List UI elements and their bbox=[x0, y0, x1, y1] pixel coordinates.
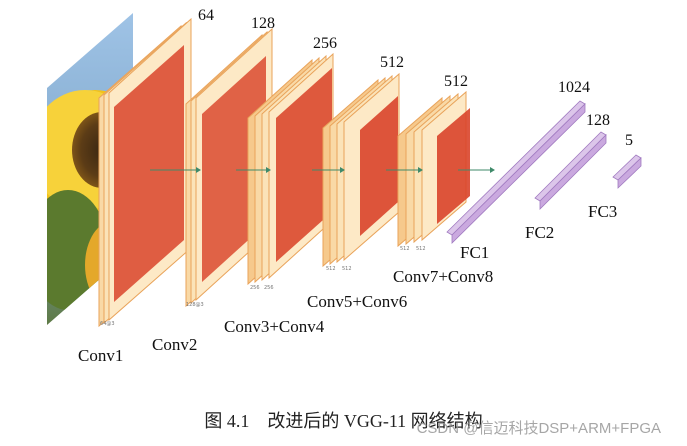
conv2-label: Conv2 bbox=[152, 335, 198, 354]
conv56-channels: 512 bbox=[380, 54, 404, 71]
conv78-channels: 512 bbox=[444, 73, 468, 90]
flow-arrows bbox=[150, 167, 495, 173]
conv34-label: Conv3+Conv4 bbox=[224, 317, 325, 336]
fc1-label: FC1 bbox=[460, 243, 490, 262]
fc1-units: 1024 bbox=[558, 79, 590, 96]
fc3-units: 5 bbox=[625, 132, 633, 149]
conv2-dims: 128@3 bbox=[186, 302, 204, 308]
fc3-label: FC3 bbox=[588, 202, 618, 221]
fc2-label: FC2 bbox=[525, 223, 555, 242]
conv1-block bbox=[98, 17, 192, 328]
conv2-channels: 128 bbox=[251, 15, 275, 32]
conv1-channels: 64 bbox=[198, 7, 214, 24]
fc3-bar bbox=[612, 154, 642, 189]
fc1-bar bbox=[446, 100, 586, 244]
conv56-dims-b: 512 bbox=[342, 266, 352, 272]
conv34-channels: 256 bbox=[313, 35, 337, 52]
conv78-label: Conv7+Conv8 bbox=[393, 267, 494, 286]
conv78-block bbox=[397, 90, 470, 248]
conv56-block bbox=[322, 72, 400, 268]
conv78-dims-a: 512 bbox=[400, 246, 410, 252]
conv78-dims-b: 512 bbox=[416, 246, 426, 252]
figure-caption: 图 4.1 改进后的 VGG-11 网络结构 bbox=[204, 411, 483, 431]
conv56-label: Conv5+Conv6 bbox=[307, 292, 408, 311]
conv34-dims-b: 256 bbox=[264, 285, 274, 291]
conv56-dims-a: 512 bbox=[326, 266, 336, 272]
fc2-units: 128 bbox=[586, 112, 610, 129]
conv34-dims-a: 256 bbox=[250, 285, 260, 291]
watermark: CSDN @信迈科技DSP+ARM+FPGA bbox=[416, 420, 661, 437]
conv1-dims: 64@3 bbox=[100, 321, 115, 327]
fc2-bar bbox=[534, 131, 607, 210]
conv34-block bbox=[247, 52, 334, 286]
conv1-label: Conv1 bbox=[78, 346, 124, 365]
